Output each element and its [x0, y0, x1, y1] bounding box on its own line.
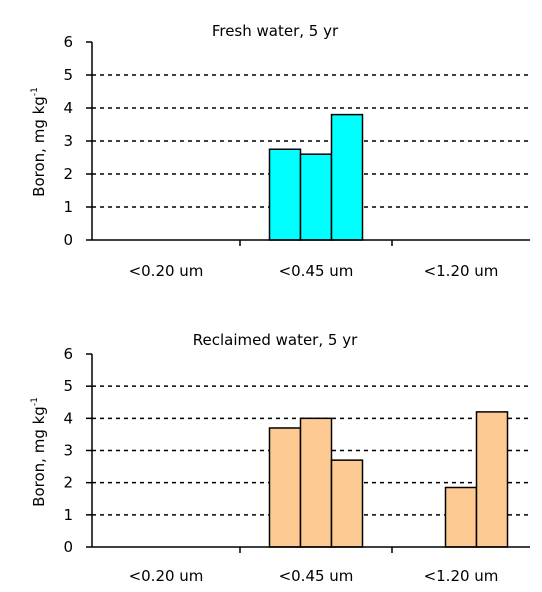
bar	[330, 113, 364, 241]
bar	[268, 427, 302, 548]
y-tick-label: 4	[63, 99, 73, 117]
y-axis-label-superscript: -1	[30, 397, 40, 406]
y-axis-label: Boron, mg kg-1	[30, 397, 48, 507]
y-tick-label: 6	[63, 345, 73, 363]
chart-title: Reclaimed water, 5 yr	[193, 331, 358, 349]
bar	[268, 148, 302, 241]
chart-1: Fresh water, 5 yr 0 1 2 3 4 5 6 <0.20 um <0.45 um…	[30, 22, 530, 280]
chart-2: Reclaimed water, 5 yr 0 1 2 3 4 5 6 <0.20 um <0.4…	[30, 331, 530, 585]
y-axis-label-text: Boron, mg kg	[30, 406, 48, 507]
chart-title: Fresh water, 5 yr	[212, 22, 339, 40]
bar	[475, 411, 509, 548]
x-tick-label: <0.45 um	[279, 567, 354, 585]
bar	[299, 417, 333, 548]
x-tick-label: <0.20 um	[129, 262, 204, 280]
y-axis-label: Boron, mg kg-1	[30, 87, 48, 197]
y-tick-label: 4	[63, 409, 73, 427]
y-tick-label: 2	[63, 165, 73, 183]
bar	[330, 459, 364, 548]
x-tick-label: <0.20 um	[129, 567, 204, 585]
y-axis-label-superscript: -1	[30, 87, 40, 96]
y-tick-label: 1	[63, 506, 73, 524]
y-tick-label: 0	[63, 538, 73, 556]
bar	[444, 486, 478, 548]
y-tick-label: 3	[63, 132, 73, 150]
x-tick-label: <1.20 um	[424, 567, 499, 585]
bar	[299, 153, 333, 241]
y-tick-label: 6	[63, 33, 73, 51]
y-tick-label: 5	[63, 377, 73, 395]
x-tick-label: <0.45 um	[279, 262, 354, 280]
y-tick-label: 1	[63, 198, 73, 216]
y-tick-label: 5	[63, 66, 73, 84]
y-tick-label: 0	[63, 231, 73, 249]
y-tick-label: 2	[63, 474, 73, 492]
x-tick-label: <1.20 um	[424, 262, 499, 280]
y-tick-label: 3	[63, 442, 73, 460]
y-axis-label-text: Boron, mg kg	[30, 96, 48, 197]
